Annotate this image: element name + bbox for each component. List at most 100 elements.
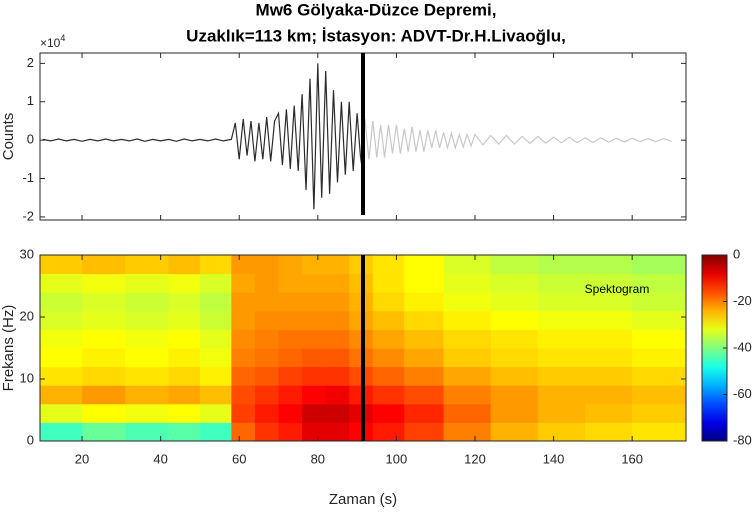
y-scale-exponent: 4 [60, 33, 65, 43]
spectrogram-cell [231, 403, 256, 423]
spectrogram-cell [125, 422, 169, 442]
spectrogram-cell [325, 329, 350, 349]
spectrogram-cell [254, 292, 280, 312]
spectrogram-cell [199, 422, 232, 442]
spectrogram-cell [125, 403, 169, 423]
x-tick-label: 40 [153, 451, 167, 466]
spectrogram-cell [537, 329, 586, 349]
spectrogram-cell [585, 348, 633, 368]
waveform [42, 63, 362, 210]
spectrogram-cell [372, 292, 405, 312]
spectrogram-cell [254, 273, 280, 293]
spectrogram-cell [490, 310, 539, 330]
spectrogram-cell [490, 385, 539, 405]
colorbar-tick-label: -80 [733, 432, 752, 447]
spectrogram-cell [537, 366, 586, 386]
colorbar [701, 254, 728, 442]
spectrogram-cell [325, 385, 350, 405]
spectrogram-cell [40, 329, 83, 349]
spectrogram-cell [632, 366, 687, 386]
spectrogram-cell [537, 385, 586, 405]
colorbar-tick-label: -40 [733, 339, 752, 354]
y-tick-label: -2 [22, 208, 34, 223]
spectrogram-cell [632, 403, 687, 423]
y-tick-label: 1 [27, 93, 34, 108]
spectrogram-cell [125, 255, 169, 275]
spectrogram-cell [490, 273, 539, 293]
spectrogram-cell [585, 273, 633, 293]
spectrogram-cell [490, 329, 539, 349]
x-axis-label: Zaman (s) [329, 491, 397, 508]
spectrogram-cell [254, 366, 280, 386]
spectrogram-cell [254, 385, 280, 405]
spectrogram-cell [443, 422, 492, 442]
spectrogram-cell [404, 273, 445, 293]
spectrogram-cell [231, 329, 256, 349]
spectrogram-cell [125, 329, 169, 349]
spectrogram-cell [199, 255, 232, 275]
spectrogram-cell [231, 255, 256, 275]
spectrogram-cell [278, 310, 303, 330]
spectrogram-cell [231, 310, 256, 330]
spectrogram-cell [537, 273, 586, 293]
spectrogram-cell [302, 273, 327, 293]
x-tick-label: 20 [75, 451, 89, 466]
spectrogram-cell [302, 422, 327, 442]
spectrogram-cell [372, 273, 405, 293]
spectrogram-cell [585, 329, 633, 349]
spectrogram-cell [168, 310, 201, 330]
spectrogram-cell [199, 385, 232, 405]
spectrogram-cell [125, 366, 169, 386]
spectrogram-cell [125, 385, 169, 405]
spectrogram-cell [537, 422, 586, 442]
spectrogram-cell [302, 348, 327, 368]
y-tick-label: -1 [22, 170, 34, 185]
spectrogram-cell [302, 255, 327, 275]
spectrogram-cell [231, 348, 256, 368]
spectrogram-cell [372, 385, 405, 405]
spectrogram-cell [278, 348, 303, 368]
spectrogram-cell [199, 329, 232, 349]
y-scale-label: ×104 [40, 33, 65, 50]
spectrogram-cell [302, 366, 327, 386]
spectrogram-cell [278, 385, 303, 405]
waveform [360, 118, 672, 164]
spectrogram-cell [40, 422, 83, 442]
spectrogram-cell [278, 366, 303, 386]
x-tick-label: 120 [464, 451, 486, 466]
spectrogram-cell [443, 255, 492, 275]
spectrogram-cell [443, 329, 492, 349]
y-tick-label: 0 [27, 132, 34, 147]
spectrogram-cell [278, 329, 303, 349]
spectrogram-cell [372, 348, 405, 368]
spectrogram-cell [40, 292, 83, 312]
spectrogram-cell [537, 348, 586, 368]
spectrogram-cell [231, 273, 256, 293]
spectrogram-cell [632, 273, 687, 293]
spectrogram-cell [490, 403, 539, 423]
spectrogram-cell [82, 292, 126, 312]
spectrogram-cell [325, 348, 350, 368]
spectrogram-cell [199, 310, 232, 330]
spectrogram-cell [443, 292, 492, 312]
spectrogram-cell [278, 422, 303, 442]
spectrogram-cell [168, 385, 201, 405]
spectrogram-cell [168, 255, 201, 275]
spectrogram-cell [632, 348, 687, 368]
spectrogram-cell [82, 366, 126, 386]
spectrogram-cell [325, 422, 350, 442]
spectrogram-cell [82, 329, 126, 349]
x-tick-label: 60 [232, 451, 246, 466]
spectrogram-cell [537, 255, 586, 275]
spectrogram-cell [168, 329, 201, 349]
spectrogram-cell [325, 273, 350, 293]
chart-title: Mw6 Gölyaka-Düzce Depremi, [256, 0, 497, 19]
spectrogram-cell [490, 292, 539, 312]
colorbar-tick-label: 0 [733, 246, 740, 261]
spectrogram-cell [632, 292, 687, 312]
spectrogram-cell [231, 385, 256, 405]
spectrogram-cell [168, 366, 201, 386]
spectrogram-cell [82, 348, 126, 368]
spectrogram-cell [199, 403, 232, 423]
x-tick-label: 160 [621, 451, 643, 466]
